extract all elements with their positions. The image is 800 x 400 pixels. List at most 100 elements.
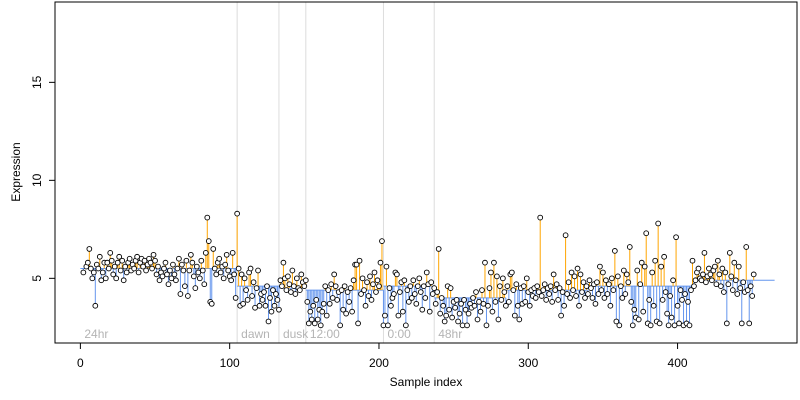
data-point	[622, 291, 629, 297]
data-point	[279, 283, 285, 290]
data-point	[658, 263, 664, 270]
data-point	[346, 298, 352, 305]
data-point	[334, 297, 341, 303]
data-point	[416, 275, 423, 282]
data-point	[558, 312, 564, 319]
data-point	[719, 265, 726, 272]
data-point	[190, 273, 197, 280]
data-point	[273, 291, 279, 297]
data-point	[446, 306, 452, 313]
data-point	[725, 281, 732, 288]
data-point	[670, 277, 676, 284]
data-point	[634, 267, 641, 274]
data-point	[718, 283, 724, 290]
data-point	[588, 285, 594, 291]
data-point	[492, 298, 499, 305]
data-point	[629, 322, 636, 329]
data-point	[337, 322, 344, 329]
data-point	[373, 289, 379, 295]
data-point	[298, 271, 305, 278]
data-point	[652, 257, 659, 264]
data-point	[185, 293, 191, 299]
data-point	[592, 300, 599, 307]
data-point	[488, 269, 494, 276]
data-points	[80, 210, 757, 329]
data-point	[326, 300, 333, 307]
data-point	[395, 312, 402, 319]
data-point	[585, 291, 591, 297]
data-point	[271, 302, 278, 309]
data-point	[152, 257, 158, 264]
data-point	[641, 263, 648, 270]
data-point	[576, 302, 582, 309]
data-point	[464, 322, 470, 329]
data-point	[262, 302, 269, 309]
data-point	[229, 250, 236, 256]
data-point	[382, 312, 388, 319]
data-point	[715, 257, 721, 264]
data-point	[165, 281, 172, 288]
data-point	[686, 322, 693, 329]
data-point	[410, 277, 417, 284]
data-point	[595, 291, 602, 297]
data-point	[673, 234, 679, 241]
data-point	[732, 277, 739, 284]
data-point	[232, 295, 239, 301]
data-point	[411, 291, 418, 297]
data-point	[534, 283, 541, 290]
data-point	[501, 289, 508, 295]
data-point	[480, 300, 487, 307]
data-point	[419, 306, 426, 313]
data-point	[635, 316, 642, 323]
data-point	[600, 269, 606, 276]
region-label: dusk	[283, 327, 309, 341]
data-point	[332, 283, 339, 290]
data-point	[609, 275, 615, 282]
data-point	[485, 302, 491, 309]
data-point	[746, 320, 753, 327]
data-point	[356, 257, 363, 264]
data-point	[631, 306, 638, 313]
data-point	[461, 297, 467, 303]
data-point	[617, 283, 624, 290]
data-point	[677, 287, 684, 293]
data-point	[706, 265, 712, 272]
data-point	[268, 308, 275, 315]
data-point	[514, 302, 521, 309]
data-point	[210, 246, 217, 252]
data-point	[743, 244, 750, 250]
data-point	[176, 255, 182, 262]
data-point	[220, 275, 227, 282]
data-point	[495, 316, 502, 323]
data-point	[550, 271, 557, 278]
data-point	[671, 322, 678, 329]
data-point	[374, 277, 381, 284]
data-point	[170, 261, 176, 268]
data-point	[555, 297, 561, 303]
data-point	[453, 297, 460, 303]
data-point	[700, 271, 706, 278]
data-point	[204, 214, 211, 221]
data-point	[358, 291, 364, 297]
data-point	[452, 304, 458, 311]
data-point	[582, 295, 588, 301]
data-point	[261, 289, 267, 295]
data-point	[134, 253, 140, 260]
data-point	[474, 316, 481, 323]
data-point	[244, 297, 251, 303]
data-point	[441, 318, 448, 325]
data-point	[349, 308, 355, 315]
data-point	[482, 259, 488, 266]
data-point	[394, 271, 400, 278]
data-point	[365, 293, 372, 299]
data-point	[383, 263, 390, 270]
data-point	[511, 312, 518, 319]
data-point	[594, 279, 600, 286]
data-point	[603, 277, 609, 284]
data-point	[314, 316, 321, 323]
data-point	[407, 283, 414, 290]
data-point	[665, 322, 672, 329]
data-point	[252, 304, 258, 311]
data-point	[655, 220, 662, 227]
